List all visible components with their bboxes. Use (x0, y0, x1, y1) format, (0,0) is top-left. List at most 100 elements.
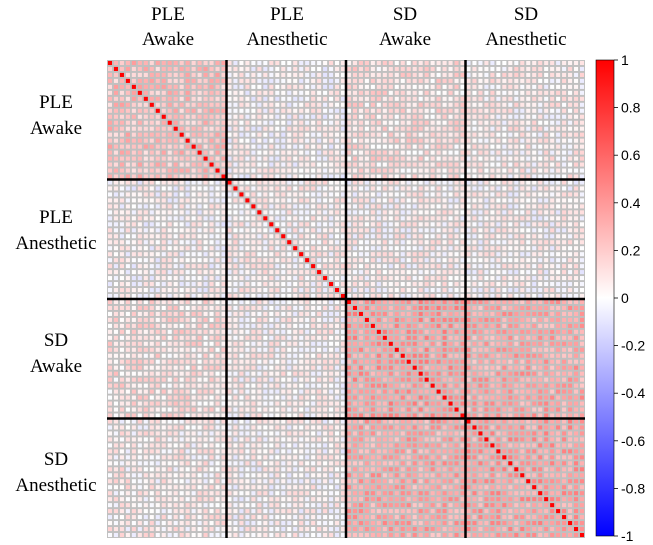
heatmap-cell (299, 341, 304, 346)
heatmap-cell (454, 305, 459, 310)
heatmap-cell (155, 371, 160, 376)
heatmap-cell (125, 84, 130, 89)
heatmap-cell (436, 371, 441, 376)
heatmap-cell (514, 365, 519, 370)
heatmap-cell (179, 60, 184, 66)
heatmap-cell (424, 84, 429, 89)
heatmap-cell (508, 180, 513, 185)
heatmap-cell (358, 293, 363, 299)
heatmap-cell (293, 126, 298, 131)
heatmap-cell (370, 299, 375, 305)
heatmap-cell (173, 317, 178, 322)
heatmap-cell (502, 317, 507, 322)
heatmap-cell (227, 365, 232, 370)
heatmap-cell (382, 78, 387, 83)
heatmap-cell (532, 90, 537, 95)
heatmap-cell (233, 335, 238, 340)
heatmap-cell (221, 347, 226, 352)
heatmap-cell (502, 258, 507, 263)
heatmap-cell (394, 126, 399, 131)
heatmap-cell (358, 156, 363, 161)
heatmap-cell (520, 401, 525, 406)
heatmap-cell (544, 132, 549, 137)
heatmap-cell (412, 240, 417, 245)
heatmap-cell (305, 341, 310, 346)
heatmap-cell (460, 84, 465, 89)
heatmap-cell (538, 120, 543, 125)
heatmap-cell (281, 132, 286, 137)
heatmap-cell (173, 270, 178, 275)
heatmap-cell (305, 222, 310, 227)
heatmap-cell (287, 407, 292, 412)
heatmap-cell (418, 299, 423, 305)
heatmap-cell (161, 252, 166, 257)
heatmap-cell (442, 293, 447, 299)
heatmap-cell (323, 425, 328, 430)
heatmap-cell (484, 240, 489, 245)
heatmap-cell (317, 120, 322, 125)
heatmap-cell (568, 413, 573, 418)
heatmap-cell (233, 66, 238, 71)
heatmap-cell (478, 186, 483, 191)
heatmap-cell (382, 353, 387, 358)
heatmap-cell (305, 395, 310, 400)
heatmap-cell (251, 102, 256, 107)
heatmap-cell (448, 216, 453, 221)
heatmap-cell (412, 413, 417, 418)
heatmap-cell (299, 413, 304, 418)
heatmap-cell (305, 144, 310, 149)
heatmap-cell (113, 419, 118, 424)
heatmap-cell (329, 282, 334, 287)
heatmap-cell (382, 365, 387, 370)
heatmap-cell (526, 425, 531, 430)
heatmap-cell (125, 371, 130, 376)
heatmap-cell (454, 264, 459, 269)
heatmap-cell (197, 419, 202, 424)
heatmap-cell (502, 329, 507, 334)
heatmap-cell (460, 246, 465, 251)
heatmap-cell (167, 413, 172, 418)
heatmap-cell (233, 431, 238, 436)
heatmap-cell (568, 144, 573, 149)
heatmap-cell (466, 66, 471, 71)
heatmap-cell (329, 210, 334, 215)
heatmap-cell (424, 347, 429, 352)
heatmap-cell (424, 353, 429, 358)
heatmap-cell (329, 162, 334, 167)
heatmap-cell (370, 60, 375, 66)
heatmap-cell (574, 419, 579, 424)
heatmap-cell (179, 90, 184, 95)
heatmap-cell (472, 276, 477, 281)
heatmap-cell (406, 90, 411, 95)
heatmap-cell (376, 305, 381, 310)
heatmap-cell (364, 168, 369, 173)
heatmap-cell (245, 347, 250, 352)
heatmap-cell (263, 246, 268, 251)
heatmap-cell (460, 329, 465, 334)
heatmap-cell (161, 144, 166, 149)
heatmap-cell (203, 419, 208, 424)
heatmap-cell (460, 150, 465, 155)
heatmap-cell (508, 78, 513, 83)
heatmap-cell (466, 264, 471, 269)
heatmap-cell (191, 78, 196, 83)
heatmap-cell (514, 407, 519, 412)
heatmap-cell (275, 180, 280, 185)
heatmap-cell (329, 156, 334, 161)
heatmap-cell (562, 120, 567, 125)
heatmap-cell (412, 102, 417, 107)
heatmap-cell (131, 228, 136, 233)
heatmap-cell (496, 216, 501, 221)
heatmap-cell (412, 425, 417, 430)
heatmap-cell (167, 84, 172, 89)
heatmap-cell (179, 311, 184, 316)
heatmap-cell (400, 156, 405, 161)
heatmap-cell (293, 276, 298, 281)
heatmap-cell (215, 258, 220, 263)
heatmap-cell (215, 144, 220, 149)
heatmap-cell (496, 174, 501, 179)
heatmap-cell (131, 270, 136, 275)
heatmap-cell (167, 425, 172, 430)
heatmap-cell (293, 132, 298, 137)
heatmap-cell (346, 276, 352, 281)
